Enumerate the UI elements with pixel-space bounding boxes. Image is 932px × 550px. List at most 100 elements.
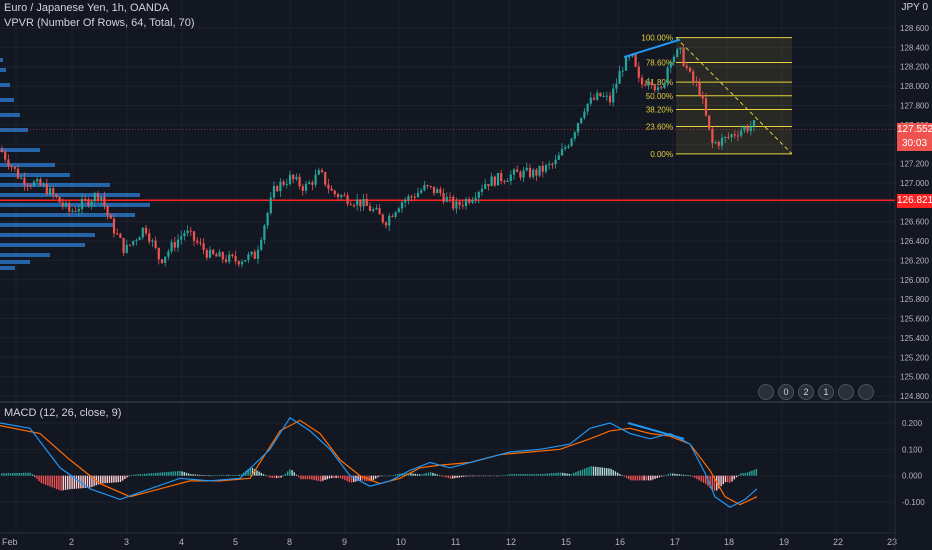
macd-histogram-bar [185,472,188,476]
y-tick-label: 125.200 [900,353,929,362]
macd-histogram-bar [234,474,236,476]
macd-histogram-bar [377,475,379,478]
macd-histogram-bar [86,475,89,488]
macd-histogram-bar [300,475,302,480]
macd-histogram-bar [383,475,386,477]
macd-histogram-bar [731,475,733,482]
macd-histogram-bar [581,469,584,476]
macd-histogram-bar [265,475,267,476]
candle-body [522,170,525,178]
macd-histogram-bar [493,475,496,477]
macd-histogram-bar [669,473,672,476]
candle-body [541,165,544,172]
candle-body [554,159,557,165]
candle-body [272,185,276,198]
x-tick-label: 4 [179,537,184,547]
candle-body [602,95,605,97]
candle-body [74,211,77,213]
macd-histogram-bar [610,468,612,476]
candle-body [295,176,298,180]
macd-histogram-bar [564,473,566,476]
flag-icon[interactable] [758,384,774,400]
macd-histogram-bar [157,472,159,476]
macd-histogram-bar [84,475,86,488]
macd-histogram-bar [469,475,471,477]
candle-body [266,212,269,226]
candle-body [432,186,436,194]
globe-icon[interactable] [858,384,874,400]
candle-body [288,174,292,185]
macd-histogram-bar [181,471,183,476]
macd-histogram-bar [619,474,621,476]
macd-histogram-bar [256,470,258,476]
macd-histogram-bar [463,475,465,477]
macd-histogram-bar [386,475,388,477]
macd-histogram-bar [474,475,476,477]
macd-indicator-label[interactable]: MACD (12, 26, close, 9) [4,407,122,419]
candle-body [461,205,464,207]
candle-body [711,128,714,144]
macd-histogram-bar [205,475,207,476]
macd-histogram-bar [293,472,295,476]
target-icon[interactable] [838,384,854,400]
calendar-icon[interactable]: 2 [798,384,814,400]
candle-body [256,249,260,259]
y-tick-label: 128.200 [900,63,929,72]
vpvr-indicator-label[interactable]: VPVR (Number Of Rows, 64, Total, 70) [4,17,195,29]
candle-body [228,254,231,262]
macd-histogram-bar [713,475,716,491]
macd-y-tick-label: 0.200 [902,419,923,428]
symbol-title[interactable]: Euro / Japanese Yen, 1h, OANDA [4,2,170,14]
candle-body [186,230,189,234]
macd-histogram-bar [614,471,617,476]
candle-body [589,97,592,104]
macd-histogram-bar [141,473,144,476]
macd-histogram-bar [128,475,130,477]
fib-level-label: 38.20% [646,106,673,115]
macd-histogram-bar [394,474,397,476]
candle-body [717,142,720,146]
macd-histogram-bar [170,471,172,476]
icon-count: 2 [803,387,809,397]
macd-histogram-bar [544,473,546,476]
candle-body [196,240,199,243]
candle-body [292,174,295,180]
macd-histogram-bar [372,475,375,480]
macd-histogram-bar [276,475,278,479]
candle-body [724,137,727,139]
candle-body [557,155,560,160]
candle-body [346,195,349,205]
candle-body [538,165,541,176]
macd-histogram-bar [749,471,751,476]
macd-histogram-bar [573,472,575,476]
candle-body [218,252,221,257]
macd-histogram-bar [498,475,500,477]
candle-body [199,242,202,244]
candle-body [525,167,528,171]
candle-body [628,56,631,58]
news-icon[interactable]: 1 [818,384,834,400]
macd-histogram-bar [67,475,69,490]
candle-body [416,192,420,198]
clock-icon[interactable]: 0 [778,384,794,400]
candle-body [308,182,311,184]
macd-histogram-bar [7,473,9,476]
candle-body [535,169,538,176]
macd-histogram-bar [388,475,390,477]
macd-histogram-bar [113,475,115,483]
macd-histogram-bar [199,474,201,476]
candle-body [7,159,10,167]
candle-body [330,188,333,191]
candle-body [356,199,359,206]
volume-profile-bar [0,213,135,217]
events-icon-row: 0 2 1 [758,384,874,400]
y-tick-label: 126.600 [900,218,929,227]
macd-histogram-bar [476,475,478,477]
candle-body [695,80,698,83]
y-tick-label: 125.400 [900,334,929,343]
candle-body [212,249,215,255]
macd-histogram-bar [740,473,742,476]
candle-body [685,65,688,68]
candle-body [634,53,637,67]
